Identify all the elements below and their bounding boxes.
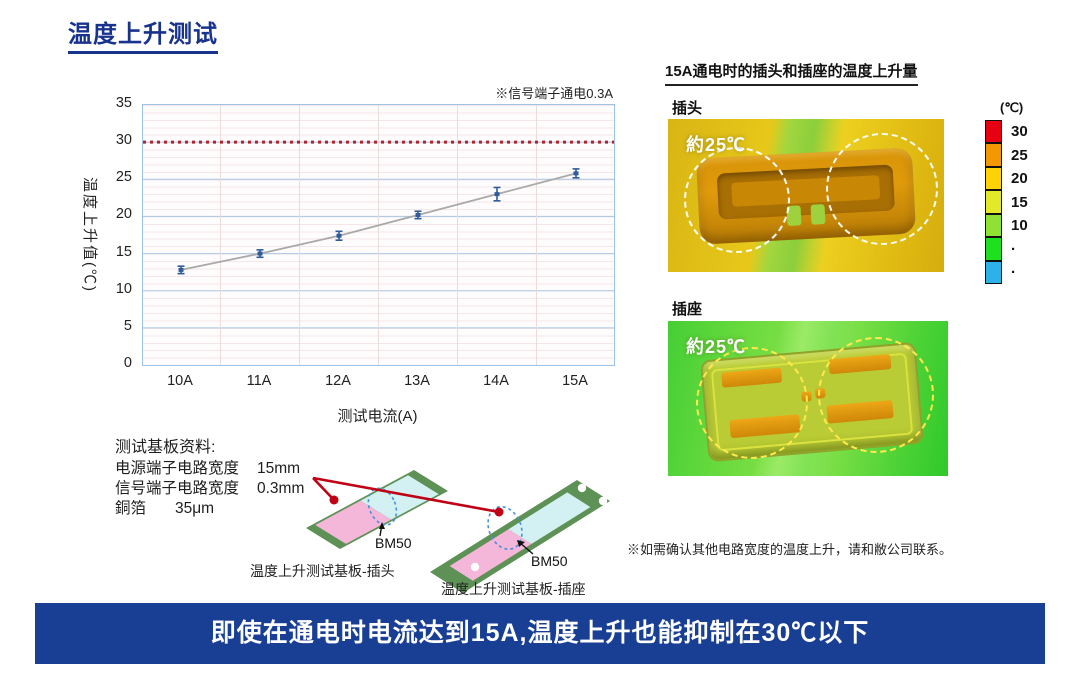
chip-label-plug: BM50 (375, 535, 412, 551)
test-board-spec: 测试基板资料: 电源端子电路宽度 15mm 信号端子电路宽度 0.3mm 銅箔 35μm (115, 438, 304, 519)
callout-line (312, 476, 500, 514)
scale-tick-label: · (1011, 264, 1016, 281)
scale-tick-label: 10 (1011, 217, 1028, 234)
x-tick-label: 10A (167, 373, 193, 389)
highlight-circle (818, 337, 934, 453)
scale-swatch (985, 260, 1002, 284)
highlight-circle (684, 147, 790, 253)
scale-swatch (985, 213, 1002, 237)
y-tick-label: 30 (115, 132, 132, 149)
scale-row: 30 (985, 119, 1028, 144)
scale-swatch (985, 166, 1002, 190)
y-tick-label: 0 (123, 355, 132, 371)
plug-center-tab (810, 204, 826, 225)
y-tick-label: 15 (115, 243, 132, 260)
plot-area (142, 104, 615, 366)
chart-series (143, 105, 614, 365)
thermal-section-heading: 15A通电时的插头和插座的温度上升量 (665, 60, 918, 86)
spec-value: 15mm (257, 460, 301, 477)
spec-label: 銅箔 (115, 500, 147, 517)
scale-tick-label: · (1011, 240, 1016, 258)
scale-row: 20 (985, 166, 1028, 191)
temperature-rise-chart: ※信号端子通电0.3A 温度上升值(℃) 0 5 10 15 20 25 30 35 10A 1… (78, 85, 630, 435)
plug-board-caption: 温度上升测试基板-插头 (250, 563, 395, 579)
plug-board-signal-area (360, 475, 439, 520)
plug-label: 插头 (672, 100, 703, 117)
scale-row: · (985, 237, 1028, 262)
scale-swatch (985, 190, 1002, 214)
chip-label-socket: BM50 (531, 553, 568, 569)
socket-thermal-image: 約25℃ (668, 321, 948, 476)
highlight-circle (826, 133, 938, 245)
x-tick-label: 12A (325, 373, 351, 389)
x-tick-label: 13A (404, 373, 430, 389)
contact-footnote: ※如需确认其他电路宽度的温度上升，请和敝公司联系。 (627, 542, 953, 557)
chart-note: ※信号端子通电0.3A (495, 86, 613, 101)
scale-row: 25 (985, 143, 1028, 168)
scale-row: 15 (985, 190, 1028, 215)
y-tick-label: 20 (115, 206, 132, 223)
spec-row: 銅箔 35μm (115, 499, 304, 519)
mounting-hole (443, 550, 453, 560)
socket-temperature-annotation: 約25℃ (686, 337, 747, 357)
scale-swatch (985, 237, 1002, 261)
spec-value: 35μm (175, 500, 215, 517)
y-tick-label: 10 (115, 280, 132, 297)
spec-row: 信号端子电路宽度 0.3mm (115, 479, 304, 499)
scale-tick-label: 25 (1011, 146, 1028, 164)
highlight-circle (696, 347, 808, 459)
scale-row: · (985, 260, 1028, 285)
scale-tick-label: 20 (1011, 170, 1028, 187)
socket-label: 插座 (672, 301, 703, 318)
spec-heading: 测试基板资料: (115, 439, 216, 456)
y-tick-label: 35 (115, 95, 132, 111)
y-axis-label: 温度上升值(℃) (81, 177, 98, 293)
spec-label: 信号端子电路宽度 (115, 480, 240, 497)
plug-board-power-area (315, 500, 392, 544)
chip-arrowhead (517, 540, 525, 547)
y-tick-label: 25 (115, 169, 132, 186)
chip-arrowhead (379, 522, 385, 529)
mounting-hole (598, 496, 608, 506)
scale-swatch (985, 143, 1002, 167)
mounting-hole (470, 562, 480, 572)
y-tick-label: 5 (123, 317, 132, 334)
mounting-hole (577, 483, 587, 493)
scale-unit-label: (℃) (1000, 100, 1024, 115)
callout-dot (494, 507, 504, 517)
spec-label: 电源端子电路宽度 (115, 460, 240, 477)
callout-line (312, 477, 335, 501)
scale-row: 10 (985, 213, 1028, 238)
spec-row: 电源端子电路宽度 15mm (115, 459, 304, 479)
x-axis-title: 测试电流(A) (337, 408, 418, 425)
plug-temperature-annotation: 約25℃ (686, 135, 747, 155)
x-tick-label: 15A (562, 373, 588, 389)
page-title: 温度上升测试 (68, 14, 218, 54)
x-tick-label: 14A (483, 373, 509, 389)
socket-board-signal-area (508, 492, 591, 544)
scale-swatch (985, 119, 1002, 143)
conclusion-banner: 即使在通电时电流达到15A,温度上升也能抑制在30℃以下 (35, 603, 1045, 664)
socket-board-caption: 温度上升测试基板-插座 (441, 581, 586, 597)
test-board-diagrams (306, 470, 610, 593)
socket-board-power-area (449, 529, 532, 581)
spec-rows: 电源端子电路宽度 15mm 信号端子电路宽度 0.3mm 銅箔 35μm (115, 459, 304, 519)
temperature-color-scale: 30 25 20 15 10 · · (985, 119, 1028, 285)
scale-tick-label: 30 (1011, 123, 1028, 140)
socket-connector-position (487, 505, 523, 551)
callout-dot (329, 495, 339, 505)
scale-tick-label: 15 (1011, 193, 1028, 211)
plug-thermal-image: 約25℃ (668, 119, 944, 272)
x-tick-label: 11A (246, 373, 272, 389)
spec-value: 0.3mm (257, 480, 305, 497)
